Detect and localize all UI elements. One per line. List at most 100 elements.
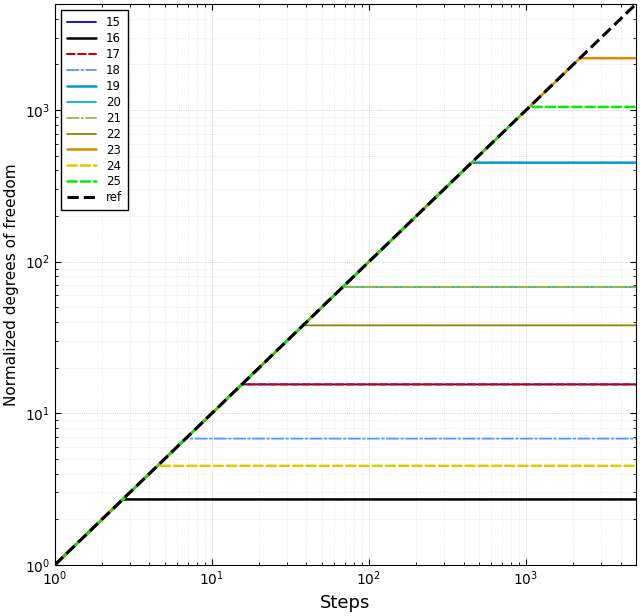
24 xyxy=(51,561,59,569)
25 xyxy=(300,321,307,328)
19 xyxy=(300,321,307,328)
20 xyxy=(632,283,639,291)
19 xyxy=(51,561,59,569)
21 xyxy=(300,321,307,328)
23 xyxy=(614,54,622,62)
17 xyxy=(300,381,308,388)
ref xyxy=(110,504,118,511)
15 xyxy=(614,381,622,388)
16 xyxy=(614,496,622,503)
ref xyxy=(632,1,639,8)
20 xyxy=(473,283,481,291)
25 xyxy=(327,294,335,302)
18 xyxy=(300,435,308,442)
21 xyxy=(473,283,481,291)
Line: 19: 19 xyxy=(55,163,636,565)
15 xyxy=(586,381,593,388)
17 xyxy=(614,381,622,388)
18 xyxy=(295,435,303,442)
16 xyxy=(119,496,127,503)
Line: ref: ref xyxy=(55,4,636,565)
19 xyxy=(473,159,481,166)
17 xyxy=(632,381,639,388)
20 xyxy=(295,326,303,333)
18 xyxy=(473,435,481,442)
15 xyxy=(473,381,481,388)
23 xyxy=(586,54,593,62)
17 xyxy=(51,561,59,569)
23 xyxy=(300,321,307,328)
22 xyxy=(586,322,593,329)
25 xyxy=(473,154,481,161)
23 xyxy=(576,54,584,62)
23 xyxy=(327,294,335,302)
20 xyxy=(614,283,622,291)
15 xyxy=(327,381,335,388)
ref xyxy=(504,124,512,131)
15 xyxy=(300,381,308,388)
25 xyxy=(586,103,593,111)
Line: 17: 17 xyxy=(55,384,636,565)
ref xyxy=(286,334,294,342)
15 xyxy=(51,561,59,569)
24 xyxy=(614,462,622,469)
21 xyxy=(51,561,59,569)
16 xyxy=(586,496,593,503)
16 xyxy=(632,496,639,503)
Line: 23: 23 xyxy=(55,58,636,565)
16 xyxy=(300,496,308,503)
17 xyxy=(295,381,303,388)
21 xyxy=(295,326,303,333)
18 xyxy=(51,561,59,569)
Line: 25: 25 xyxy=(55,107,636,565)
17 xyxy=(473,381,481,388)
19 xyxy=(586,159,593,166)
20 xyxy=(51,561,59,569)
24 xyxy=(295,462,303,469)
ref xyxy=(307,314,315,322)
Line: 21: 21 xyxy=(55,287,636,565)
22 xyxy=(614,322,622,329)
25 xyxy=(295,326,303,333)
18 xyxy=(614,435,622,442)
23 xyxy=(51,561,59,569)
Line: 20: 20 xyxy=(55,287,636,565)
15 xyxy=(632,381,639,388)
19 xyxy=(295,326,303,333)
22 xyxy=(51,561,59,569)
Line: 15: 15 xyxy=(55,384,636,565)
X-axis label: Steps: Steps xyxy=(320,594,371,612)
20 xyxy=(339,283,347,291)
22 xyxy=(473,322,481,329)
15 xyxy=(238,381,246,388)
22 xyxy=(295,326,303,333)
24 xyxy=(300,462,308,469)
21 xyxy=(614,283,622,291)
ref xyxy=(515,114,522,121)
23 xyxy=(473,154,481,161)
Line: 16: 16 xyxy=(55,500,636,565)
22 xyxy=(632,322,639,329)
21 xyxy=(632,283,639,291)
20 xyxy=(586,283,593,291)
Legend: 15, 16, 17, 18, 19, 20, 21, 22, 23, 24, 25, ref: 15, 16, 17, 18, 19, 20, 21, 22, 23, 24, … xyxy=(61,10,127,210)
16 xyxy=(473,496,481,503)
19 xyxy=(468,159,476,166)
15 xyxy=(295,381,303,388)
19 xyxy=(632,159,639,166)
17 xyxy=(586,381,593,388)
16 xyxy=(295,496,303,503)
17 xyxy=(327,381,335,388)
24 xyxy=(154,462,161,469)
20 xyxy=(300,321,307,328)
25 xyxy=(525,103,533,111)
23 xyxy=(632,54,639,62)
18 xyxy=(327,435,335,442)
24 xyxy=(586,462,593,469)
ref xyxy=(51,561,59,569)
Line: 22: 22 xyxy=(55,325,636,565)
Y-axis label: Normalized degrees of freedom: Normalized degrees of freedom xyxy=(4,163,19,406)
19 xyxy=(327,294,335,302)
23 xyxy=(295,326,303,333)
22 xyxy=(327,322,335,329)
